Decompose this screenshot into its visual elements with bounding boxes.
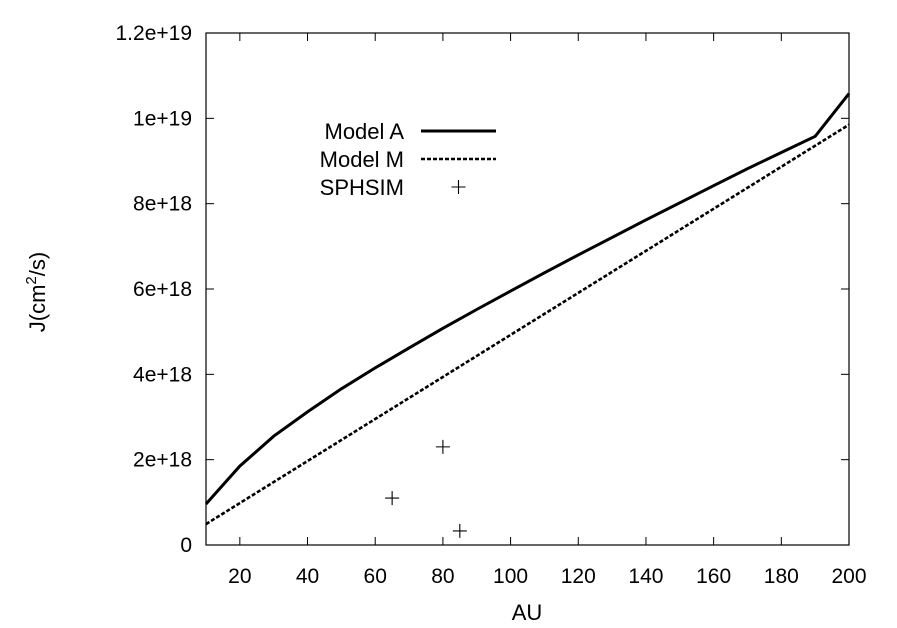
y-tick-label: 0 — [180, 534, 192, 557]
x-tick-label: 80 — [431, 565, 454, 588]
y-axis-title-main: J(cm — [25, 285, 50, 333]
legend-label: SPHSIM — [320, 175, 404, 200]
legend-label: Model M — [320, 147, 404, 172]
legend: Model A Model M SPHSIM — [320, 119, 496, 200]
sphsim-point — [385, 491, 400, 506]
x-tick-label: 40 — [296, 565, 319, 588]
y-axis-title-sup: 2 — [23, 276, 40, 284]
y-tick-label: 1e+19 — [133, 107, 192, 130]
y-axis-title-tail: /s) — [25, 252, 50, 276]
sphsim-point — [435, 439, 450, 454]
x-tick-label: 180 — [764, 565, 799, 588]
x-axis-title: AU — [512, 600, 543, 625]
y-tick-label: 4e+18 — [133, 363, 192, 386]
y-tick-label: 8e+18 — [133, 193, 192, 216]
x-tick-label: 140 — [628, 565, 663, 588]
model-m-line — [205, 123, 850, 526]
x-tick-label: 160 — [696, 565, 731, 588]
x-tick-label: 60 — [364, 565, 387, 588]
sphsim-point — [452, 523, 467, 538]
y-tick-label: 6e+18 — [133, 278, 192, 301]
x-tick-label: 100 — [493, 565, 528, 588]
y-axis-title: J(cm2/s) — [23, 252, 50, 332]
series-layer — [204, 92, 851, 538]
ticks-layer: 20 40 60 80 100 120 140 160 180 200 0 2e+18 4e+18 6e+… — [116, 22, 867, 588]
plot-frame — [205, 32, 850, 546]
legend-label: Model A — [325, 119, 405, 144]
y-tick-label: 2e+18 — [133, 449, 192, 472]
legend-swatch-sphsim — [451, 180, 466, 194]
x-tick-label: 200 — [831, 565, 866, 588]
x-tick-label: 20 — [228, 565, 251, 588]
y-tick-label: 1.2e+19 — [116, 22, 193, 45]
plot-area-border — [205, 32, 850, 546]
model-a-line — [204, 92, 851, 505]
x-tick-label: 120 — [561, 565, 596, 588]
